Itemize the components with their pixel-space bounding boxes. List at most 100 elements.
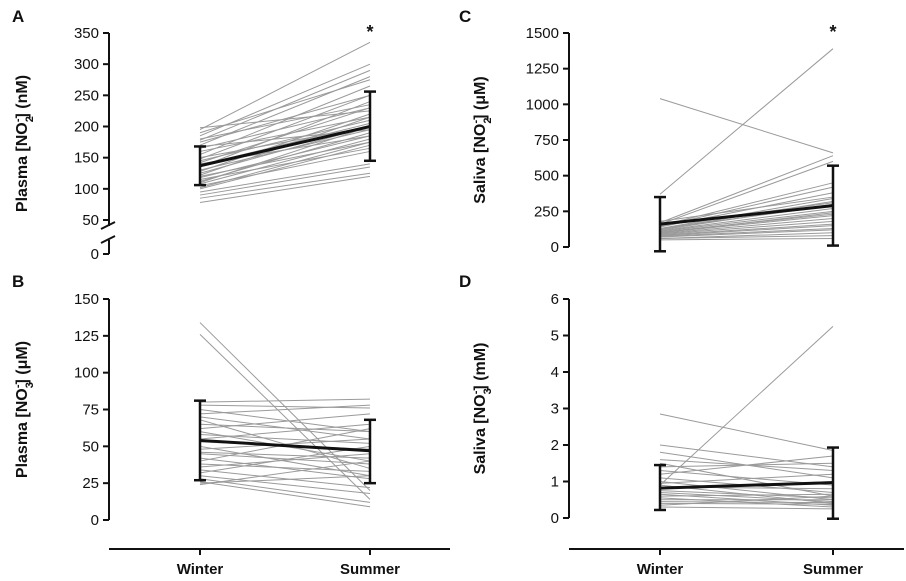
subject-line [659,217,834,234]
subject-line [199,138,371,185]
y-tick-label: 0 [551,510,559,527]
subject-line [659,225,834,237]
y-tick-label: 0 [91,512,99,529]
subject-line [199,41,371,131]
subject-line [659,227,834,237]
subject-line [659,182,834,227]
y-tick-label: 250 [74,87,99,104]
subject-line [659,413,834,451]
mean-line [659,204,834,226]
y-tick-label: 200 [74,119,99,136]
y-tick-label: 1250 [526,61,559,78]
panel-letter: D [459,272,471,291]
significance-star: * [366,22,373,42]
y-tick-label: 1500 [526,25,559,42]
subject-line [659,237,834,241]
y-tick-label: 100 [74,181,99,198]
subject-line [199,172,371,199]
y-tick-label: 4 [551,364,559,381]
subject-line [199,119,371,162]
panel-b: B 0 25 50 75 100 125 150 Plasma [NO3-] (μM) [12,272,376,529]
subject-line [199,481,371,508]
subject-line [199,475,371,484]
panel-a: A 0 50 100 150 200 250 300 350 Plasma [NO2-] (nM)… [12,7,376,263]
subject-line [659,223,834,236]
subject-line [659,232,834,239]
y-tick-label: 300 [74,56,99,73]
subject-line [659,207,834,232]
y-tick-label: 6 [551,291,559,308]
y-tick-label: 0 [91,246,99,263]
subject-line [199,451,371,459]
subject-line [199,457,371,480]
y-tick-label: 50 [82,212,99,229]
subject-line [199,453,371,468]
subject-line [659,473,834,484]
subject-line [659,326,834,486]
subject-line [199,423,371,433]
subject-line [199,469,371,489]
subject-line [659,493,834,497]
subject-line [199,79,371,134]
axis-break-mark [100,221,116,230]
subject-line [199,144,371,190]
panel-c: C 0 250 500 750 1000 1250 1500 Saliva [NO2-] (μM… [459,7,839,256]
y-tick-label: 1000 [526,96,559,113]
y-tick-label: 25 [82,475,99,492]
subject-line [199,398,371,403]
subject-line [199,94,371,143]
x-category-label: Winter [177,561,224,578]
subject-line [199,445,371,477]
y-tick-label: 350 [74,25,99,42]
subject-line [659,462,834,497]
subject-line [199,110,371,129]
x-category-label: Winter [637,561,684,578]
subject-line [199,413,371,430]
subject-line [199,94,371,160]
x-category-label: Summer [340,561,400,578]
subject-line [659,455,834,475]
y-tick-label: 100 [74,365,99,382]
subject-line [659,229,834,238]
subject-line [199,475,371,494]
subject-line [659,501,834,504]
subject-line [199,141,371,177]
subject-line [199,85,371,156]
subject-line [199,147,371,180]
mean-line [199,125,371,168]
panel-letter: C [459,7,471,26]
y-tick-label: 500 [534,168,559,185]
subject-line [659,160,834,225]
y-tick-label: 125 [74,328,99,345]
subject-line [199,163,371,193]
subject-line [199,150,371,187]
y-tick-label: 2 [551,437,559,454]
x-category-label: Summer [803,561,863,578]
subject-line [199,404,371,415]
panel-letter: A [12,7,24,26]
subject-line [199,460,371,486]
subject-line [199,107,371,149]
mean-line [659,481,834,490]
y-tick-label: 150 [74,291,99,308]
panel-letter: B [12,272,24,291]
y-tick-label: 1 [551,474,559,491]
subject-line [659,210,834,232]
subject-line [199,116,371,152]
subject-line [199,69,371,141]
significance-star: * [829,22,836,42]
y-axis-label: Plasma [NO3-] (μM) [12,341,36,478]
mean-line [199,438,371,453]
y-axis-label: Plasma [NO2-] (nM) [12,75,36,212]
subject-line [199,423,371,440]
y-tick-label: 0 [551,239,559,256]
subject-line [659,220,834,235]
subject-line [199,478,371,503]
subject-line [659,48,834,195]
y-tick-label: 5 [551,328,559,345]
y-tick-label: 750 [534,132,559,149]
y-tick-label: 50 [82,438,99,455]
y-axis-label: Saliva [NO2-] (μM) [470,76,494,203]
subject-line [199,409,371,433]
